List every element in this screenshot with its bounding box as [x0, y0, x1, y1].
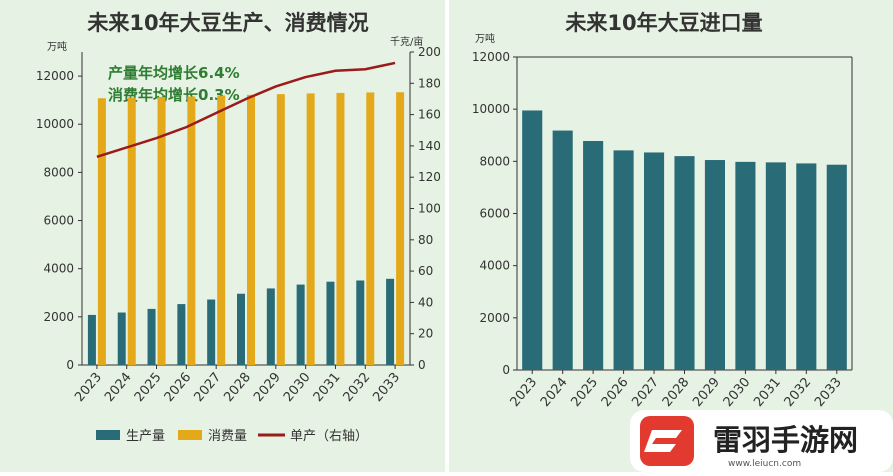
consumption-growth-annotation: 消费年均增长0.3%	[108, 86, 240, 104]
right-y-tick-label: 80	[418, 233, 433, 247]
production-bar	[147, 308, 156, 365]
right-y-tick-label: 120	[418, 170, 441, 184]
import-y-tick-label: 4000	[479, 259, 510, 273]
production-bar	[386, 278, 395, 365]
import-bar	[552, 130, 573, 370]
right-y-tick-label: 60	[418, 264, 433, 278]
legend-label-yield: 单产（右轴）	[290, 429, 368, 444]
watermark-background	[630, 410, 893, 472]
right-y-tick-label: 180	[418, 76, 441, 90]
right-y-tick-label: 20	[418, 327, 433, 341]
watermark-url: www.leiucn.com	[728, 459, 801, 469]
production-bar	[237, 293, 245, 365]
legend-label-production: 生产量	[126, 429, 165, 444]
right-y-tick-label: 0	[418, 358, 426, 372]
production-bar	[326, 281, 335, 365]
legend-swatch-consumption	[178, 430, 202, 440]
left-y-tick-label: 4000	[43, 262, 74, 276]
import-bar	[704, 160, 726, 370]
consumption-bar	[97, 98, 106, 365]
right-y-tick-label: 140	[418, 139, 441, 153]
legend: 生产量 消费量 单产（右轴）	[96, 429, 368, 444]
left-y-tick-label: 2000	[43, 310, 74, 324]
import-bar	[826, 164, 847, 370]
left-y-tick-label: 12000	[36, 69, 74, 83]
production-bar	[296, 284, 305, 365]
watermark-brand: 雷羽手游网	[713, 423, 858, 457]
legend-label-consumption: 消费量	[208, 429, 247, 444]
right-y-tick-label: 200	[418, 45, 441, 59]
right-y-tick-label: 40	[418, 295, 433, 309]
watermark-badge: 雷羽手游网 www.leiucn.com	[630, 410, 893, 472]
consumption-bar	[396, 92, 405, 365]
import-y-tick-label: 12000	[472, 50, 510, 64]
left-y-tick-label: 0	[66, 358, 74, 372]
consumption-bar	[127, 97, 136, 366]
right-y-tick-label: 100	[418, 202, 441, 216]
yield-line	[96, 61, 396, 159]
right-y-tick-label: 160	[418, 108, 441, 122]
left-y-tick-label: 6000	[43, 214, 74, 228]
import-bar	[613, 150, 634, 370]
import-y-tick-label: 2000	[479, 311, 510, 325]
production-bar	[177, 304, 186, 365]
production-bar	[356, 280, 365, 365]
consumption-bar	[217, 95, 226, 366]
watermark-logo-icon	[640, 416, 694, 466]
import-bar	[765, 162, 786, 370]
import-bar	[674, 156, 695, 370]
import-bar	[583, 140, 604, 370]
import-bar	[796, 163, 817, 370]
production-growth-annotation: 产量年均增长6.4%	[108, 64, 240, 82]
import-y-tick-label: 10000	[472, 102, 510, 116]
left-y-tick-label: 10000	[36, 117, 74, 131]
consumption-bar	[187, 96, 196, 366]
left-chart-title: 未来10年大豆生产、消费情况	[87, 11, 368, 35]
right-chart-title: 未来10年大豆进口量	[565, 11, 762, 35]
left-y-unit-label: 万吨	[47, 40, 67, 53]
production-bar	[266, 288, 275, 365]
production-bar	[87, 314, 96, 365]
import-y-tick-label: 8000	[479, 154, 510, 168]
yield-line-layer	[96, 61, 396, 159]
left-y-tick-label: 8000	[43, 165, 74, 179]
left-chart-bars	[87, 92, 405, 366]
consumption-bar	[157, 97, 166, 365]
legend-swatch-production	[96, 430, 120, 440]
import-bar	[522, 110, 543, 371]
import-y-tick-label: 0	[502, 363, 510, 377]
import-y-tick-label: 6000	[479, 207, 510, 221]
consumption-bar	[336, 92, 345, 365]
production-bar	[207, 299, 216, 365]
right-chart-bars	[522, 110, 847, 371]
panel-divider	[445, 0, 449, 472]
import-bar	[735, 161, 756, 370]
consumption-bar	[366, 92, 375, 366]
consumption-bar	[247, 94, 255, 365]
consumption-bar	[306, 93, 315, 366]
production-bar	[117, 312, 126, 365]
consumption-bar	[276, 94, 285, 365]
right-y-unit-label: 千克/亩	[390, 35, 423, 48]
import-y-unit-label: 万吨	[475, 32, 495, 45]
import-bar	[643, 152, 665, 370]
